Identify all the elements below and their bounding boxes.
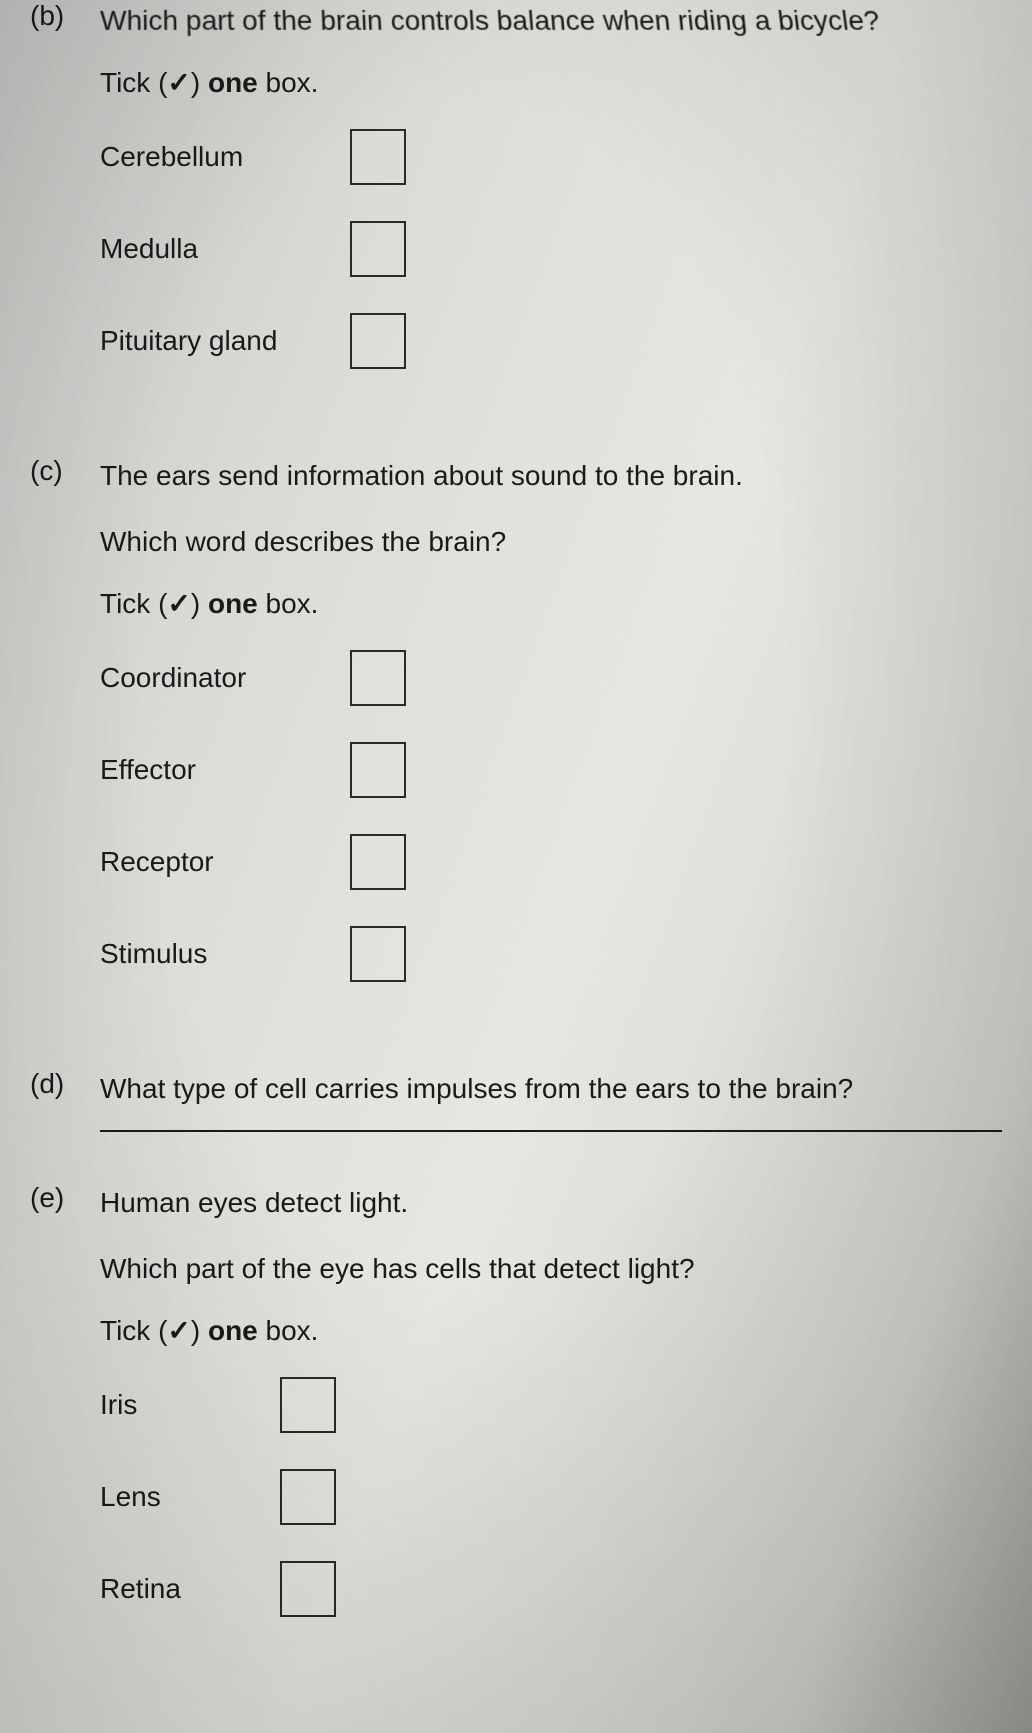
tick-mark-icon: ✓ [167,1315,190,1346]
option-row-cerebellum: Cerebellum [100,129,1002,185]
question-d-text: What type of cell carries impulses from … [100,1068,1002,1110]
tick-instruction-c: Tick (✓) one box. [100,587,1002,620]
tick-instruction-e: Tick (✓) one box. [100,1314,1002,1347]
tick-one: one [208,588,258,619]
option-label: Lens [100,1481,280,1513]
tick-mark-icon: ✓ [167,67,190,98]
tick-prefix: Tick ( [100,67,167,98]
option-row-stimulus: Stimulus [100,926,1002,982]
option-label: Coordinator [100,662,350,694]
checkbox-cerebellum[interactable] [350,129,406,185]
option-label: Cerebellum [100,141,350,173]
option-label: Receptor [100,846,350,878]
question-e-line1: Human eyes detect light. [100,1182,1002,1224]
checkbox-coordinator[interactable] [350,650,406,706]
option-label: Effector [100,754,350,786]
option-row-effector: Effector [100,742,1002,798]
question-c-line2: Which word describes the brain? [100,521,1002,563]
question-e-line2: Which part of the eye has cells that det… [100,1248,1002,1290]
question-c-line1: The ears send information about sound to… [100,455,1002,497]
answer-line-d[interactable] [100,1130,1002,1132]
question-b-label: (b) [30,0,100,32]
option-row-lens: Lens [100,1469,1002,1525]
question-e: (e) Human eyes detect light. Which part … [30,1182,1002,1653]
question-b: (b) Which part of the brain controls bal… [30,0,1002,405]
tick-one: one [208,1315,258,1346]
question-e-label: (e) [30,1182,100,1214]
option-row-retina: Retina [100,1561,1002,1617]
tick-mid: ) [191,1315,208,1346]
question-c: (c) The ears send information about soun… [30,455,1002,1018]
option-row-receptor: Receptor [100,834,1002,890]
tick-suffix: box. [258,67,319,98]
checkbox-effector[interactable] [350,742,406,798]
tick-prefix: Tick ( [100,1315,167,1346]
checkbox-iris[interactable] [280,1377,336,1433]
option-label: Retina [100,1573,280,1605]
tick-suffix: box. [258,1315,319,1346]
checkbox-stimulus[interactable] [350,926,406,982]
option-row-iris: Iris [100,1377,1002,1433]
question-c-label: (c) [30,455,100,487]
checkbox-medulla[interactable] [350,221,406,277]
question-b-text: Which part of the brain controls balance… [100,0,1009,42]
option-row-medulla: Medulla [100,221,1002,277]
option-label: Stimulus [100,938,350,970]
checkbox-pituitary[interactable] [350,313,406,369]
tick-mark-icon: ✓ [167,588,190,619]
option-row-pituitary: Pituitary gland [100,313,1002,369]
option-label: Pituitary gland [100,325,350,357]
tick-one: one [208,67,258,98]
checkbox-lens[interactable] [280,1469,336,1525]
question-d-label: (d) [30,1068,100,1100]
checkbox-receptor[interactable] [350,834,406,890]
tick-mid: ) [191,588,208,619]
tick-prefix: Tick ( [100,588,167,619]
option-label: Iris [100,1389,280,1421]
option-label: Medulla [100,233,350,265]
option-row-coordinator: Coordinator [100,650,1002,706]
question-d: (d) What type of cell carries impulses f… [30,1068,1002,1132]
tick-mid: ) [191,67,208,98]
checkbox-retina[interactable] [280,1561,336,1617]
tick-instruction-b: Tick (✓) one box. [100,66,1002,99]
tick-suffix: box. [258,588,319,619]
